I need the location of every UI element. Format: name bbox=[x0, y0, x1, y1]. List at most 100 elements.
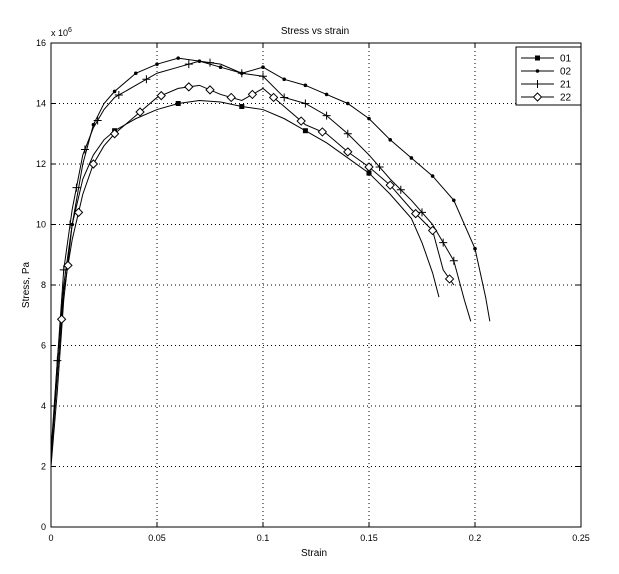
marker-02 bbox=[282, 77, 287, 82]
marker-22 bbox=[135, 107, 145, 117]
marker-22 bbox=[317, 127, 328, 137]
marker-21 bbox=[114, 91, 123, 100]
marker-02 bbox=[346, 101, 350, 106]
marker-22 bbox=[296, 116, 306, 126]
marker-21 bbox=[449, 256, 458, 265]
marker-02 bbox=[324, 92, 329, 97]
grid bbox=[51, 43, 581, 527]
legend-item-21: 21 bbox=[521, 80, 572, 91]
marker-02 bbox=[112, 89, 117, 94]
y-axis-label: Stress, Pa bbox=[21, 262, 32, 309]
marker-02 bbox=[409, 156, 414, 160]
marker-22 bbox=[184, 82, 194, 92]
marker-22 bbox=[88, 159, 99, 169]
legend-box bbox=[515, 46, 582, 106]
series-line-02 bbox=[50, 57, 491, 467]
legend-marker-21 bbox=[533, 80, 542, 88]
y-tick-label: 16 bbox=[36, 38, 46, 48]
marker-21 bbox=[418, 208, 426, 217]
marker-21 bbox=[80, 145, 89, 154]
marker-21 bbox=[59, 265, 68, 274]
marker-22 bbox=[444, 274, 455, 284]
y-axis-multiplier-base: x 10 bbox=[51, 28, 68, 38]
marker-21 bbox=[301, 99, 310, 108]
marker-01 bbox=[302, 128, 308, 134]
marker-22 bbox=[109, 129, 120, 139]
x-axis-label: Strain bbox=[301, 548, 327, 559]
y-axis-multiplier: x 106 bbox=[51, 27, 72, 38]
marker-21 bbox=[53, 356, 62, 365]
legend-label-21: 21 bbox=[560, 80, 572, 91]
marker-22 bbox=[63, 260, 73, 271]
x-tick-label: 0 bbox=[48, 533, 53, 543]
x-tick-label: 0.1 bbox=[257, 533, 270, 543]
y-axis-multiplier-exponent: 6 bbox=[68, 27, 72, 34]
y-tick-label: 4 bbox=[41, 401, 46, 411]
y-tick-label: 8 bbox=[41, 280, 46, 290]
marker-22 bbox=[156, 90, 166, 101]
marker-21 bbox=[93, 116, 102, 125]
series-01 bbox=[50, 99, 440, 461]
marker-01 bbox=[239, 104, 245, 110]
series-layer bbox=[50, 56, 491, 467]
marker-22 bbox=[73, 207, 84, 218]
marker-22 bbox=[364, 162, 374, 172]
legend-label-02: 02 bbox=[560, 67, 572, 78]
marker-22 bbox=[247, 89, 258, 100]
marker-22 bbox=[410, 208, 421, 219]
marker-21 bbox=[343, 129, 352, 138]
marker-21 bbox=[322, 111, 331, 120]
series-22 bbox=[50, 82, 455, 458]
series-line-22 bbox=[50, 84, 455, 458]
marker-21 bbox=[184, 60, 193, 69]
marker-21 bbox=[72, 183, 81, 192]
marker-02 bbox=[452, 198, 456, 203]
marker-21 bbox=[237, 69, 246, 78]
y-tick-label: 0 bbox=[41, 522, 46, 532]
marker-21 bbox=[375, 163, 384, 172]
marker-21 bbox=[439, 238, 448, 247]
legend: 01 02 21 22 bbox=[515, 46, 582, 106]
marker-02 bbox=[176, 56, 180, 60]
marker-02 bbox=[155, 62, 159, 66]
legend-marker-01 bbox=[535, 55, 540, 61]
y-tick-label: 10 bbox=[36, 220, 46, 230]
marker-21 bbox=[142, 75, 151, 84]
y-tick-label: 14 bbox=[36, 99, 46, 109]
series-02 bbox=[50, 56, 491, 467]
marker-02 bbox=[134, 71, 138, 76]
marker-22 bbox=[427, 225, 438, 236]
legend-marker-02 bbox=[535, 69, 540, 73]
legend-item-01: 01 bbox=[521, 54, 572, 65]
marker-21 bbox=[66, 220, 75, 229]
x-tick-label: 0.2 bbox=[469, 533, 482, 543]
marker-01 bbox=[175, 101, 181, 106]
marker-02 bbox=[388, 138, 393, 142]
marker-21 bbox=[259, 72, 267, 81]
legend-item-22: 22 bbox=[521, 92, 572, 104]
x-tick-label: 0.15 bbox=[360, 533, 378, 543]
series-21 bbox=[50, 58, 472, 452]
marker-21 bbox=[206, 58, 214, 67]
legend-marker-22 bbox=[532, 92, 543, 102]
legend-label-22: 22 bbox=[560, 93, 572, 104]
legend-item-02: 02 bbox=[521, 67, 572, 78]
marker-02 bbox=[261, 65, 265, 69]
series-line-21 bbox=[50, 60, 472, 452]
y-tick-label: 6 bbox=[41, 341, 46, 351]
marker-22 bbox=[385, 180, 395, 190]
marker-21 bbox=[280, 93, 289, 102]
marker-02 bbox=[303, 83, 308, 88]
marker-02 bbox=[430, 174, 435, 178]
chart-title: Stress vs strain bbox=[281, 26, 349, 37]
series-line-01 bbox=[50, 99, 440, 461]
x-tick-label: 0.25 bbox=[572, 533, 590, 543]
legend-label-01: 01 bbox=[560, 54, 572, 65]
marker-02 bbox=[218, 65, 223, 69]
marker-02 bbox=[367, 116, 371, 121]
marker-22 bbox=[226, 92, 236, 103]
y-tick-label: 2 bbox=[41, 462, 46, 472]
marker-22 bbox=[268, 92, 279, 103]
